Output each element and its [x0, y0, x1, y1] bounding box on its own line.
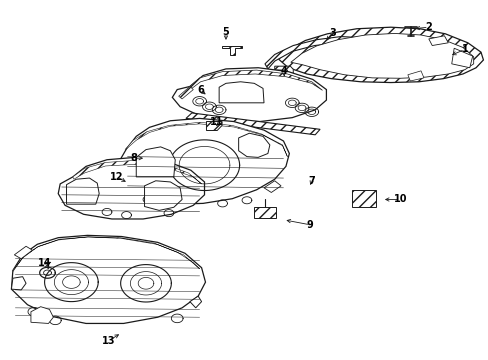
Polygon shape: [125, 122, 287, 157]
Polygon shape: [238, 133, 269, 157]
Text: 10: 10: [393, 194, 407, 204]
Polygon shape: [31, 307, 53, 323]
Text: 13: 13: [102, 336, 116, 346]
Polygon shape: [136, 147, 175, 177]
Polygon shape: [264, 181, 281, 193]
Polygon shape: [407, 71, 423, 81]
Polygon shape: [11, 277, 26, 290]
Polygon shape: [66, 178, 99, 204]
Text: 3: 3: [328, 28, 335, 38]
Polygon shape: [178, 86, 193, 99]
Polygon shape: [11, 235, 205, 323]
Polygon shape: [254, 207, 275, 218]
Text: 1: 1: [461, 44, 468, 54]
Text: 6: 6: [197, 85, 203, 95]
Polygon shape: [189, 296, 201, 308]
Polygon shape: [290, 33, 473, 78]
Text: 8: 8: [130, 153, 137, 163]
Polygon shape: [451, 48, 472, 68]
Polygon shape: [222, 45, 241, 55]
Polygon shape: [13, 237, 199, 271]
Polygon shape: [278, 27, 483, 82]
Polygon shape: [73, 161, 201, 184]
Text: 7: 7: [308, 176, 315, 186]
Text: 14: 14: [38, 258, 51, 267]
Text: 4: 4: [280, 66, 286, 76]
Polygon shape: [14, 246, 32, 259]
Text: 5: 5: [222, 27, 229, 37]
Text: 11: 11: [209, 117, 223, 126]
Polygon shape: [274, 66, 293, 73]
Polygon shape: [219, 82, 264, 103]
Polygon shape: [185, 113, 320, 135]
Text: 9: 9: [306, 220, 313, 230]
Polygon shape: [120, 118, 289, 204]
Polygon shape: [428, 36, 447, 45]
Polygon shape: [144, 181, 182, 210]
Polygon shape: [172, 68, 326, 122]
Text: 12: 12: [110, 172, 123, 182]
Polygon shape: [58, 157, 204, 219]
Polygon shape: [189, 70, 322, 90]
Polygon shape: [264, 37, 362, 69]
Polygon shape: [206, 122, 222, 130]
Polygon shape: [351, 190, 375, 207]
Text: 2: 2: [425, 22, 431, 32]
